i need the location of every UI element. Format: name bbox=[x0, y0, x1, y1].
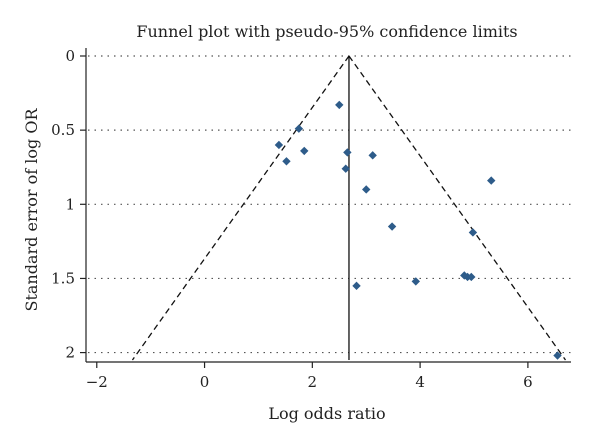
study-point-1 bbox=[294, 124, 304, 133]
study-point-11 bbox=[468, 228, 478, 237]
study-point-4 bbox=[282, 157, 291, 166]
y-tick-label-4: 2 bbox=[65, 344, 75, 362]
study-point-5 bbox=[343, 148, 352, 157]
axes bbox=[85, 48, 571, 363]
study-point-10 bbox=[387, 222, 397, 231]
x-axis-title: Log odds ratio bbox=[268, 404, 385, 423]
y-axis-title: Standard error of log OR bbox=[22, 108, 41, 312]
y-tick-label-1: 0.5 bbox=[51, 121, 75, 139]
chart-title: Funnel plot with pseudo-95% confidence l… bbox=[136, 22, 517, 41]
x-axis-ticks: −2 0 2 4 6 bbox=[86, 362, 533, 391]
y-tick-label-0: 0 bbox=[65, 47, 75, 65]
gridlines bbox=[88, 55, 571, 354]
study-point-8 bbox=[362, 185, 371, 194]
study-point-2 bbox=[274, 140, 284, 150]
study-points bbox=[274, 100, 562, 360]
x-tick-label-4: 6 bbox=[523, 373, 533, 391]
study-point-3 bbox=[300, 146, 309, 156]
study-point-9 bbox=[487, 176, 496, 185]
x-tick-label-0: −2 bbox=[86, 373, 108, 391]
study-point-17 bbox=[553, 351, 562, 360]
study-point-0 bbox=[335, 100, 344, 110]
upper-confidence-limit bbox=[348, 55, 567, 361]
y-axis-ticks: 0 0.5 1 1.5 2 bbox=[51, 47, 86, 362]
confidence-limits bbox=[131, 55, 567, 361]
study-point-14 bbox=[467, 272, 476, 282]
study-point-16 bbox=[352, 281, 361, 291]
lower-confidence-limit bbox=[131, 55, 350, 361]
x-tick-label-2: 2 bbox=[308, 373, 318, 391]
y-tick-label-3: 1.5 bbox=[51, 269, 75, 287]
x-tick-label-3: 4 bbox=[415, 373, 425, 391]
y-tick-label-2: 1 bbox=[65, 195, 75, 213]
study-point-15 bbox=[411, 277, 420, 286]
study-point-7 bbox=[341, 164, 350, 173]
x-tick-label-1: 0 bbox=[200, 373, 210, 391]
study-point-6 bbox=[368, 151, 377, 160]
